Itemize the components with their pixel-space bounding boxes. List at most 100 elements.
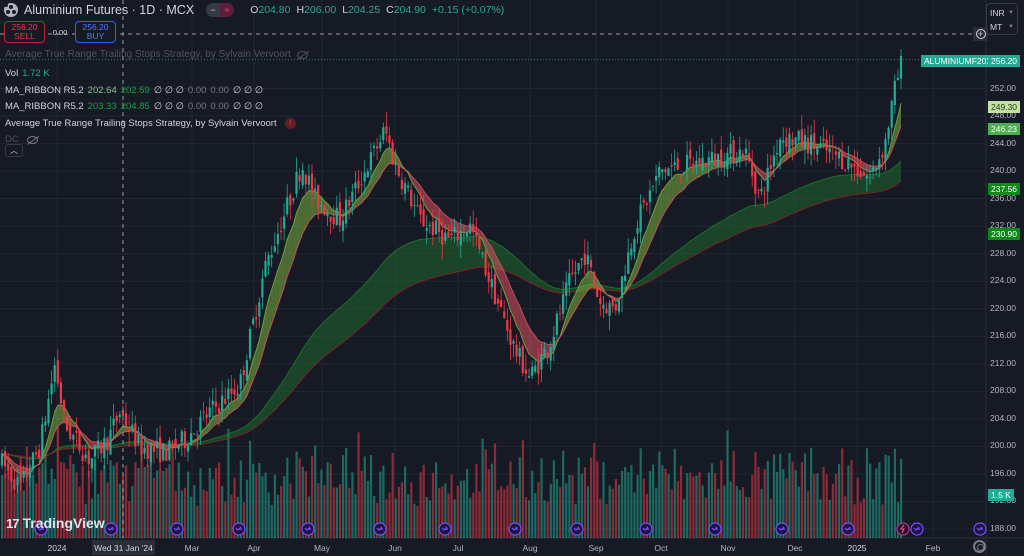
price-tick-label: 220.00: [990, 302, 1016, 313]
price-tick-label: 252.00: [990, 82, 1016, 93]
legend-dc[interactable]: DC: [5, 132, 296, 149]
event-marker-icon[interactable]: [232, 522, 246, 536]
ohlc-change: +0.15 (+0.07%): [431, 4, 505, 16]
event-marker-icon[interactable]: [570, 522, 584, 536]
currency-value: INR: [990, 8, 1005, 18]
ribbon1-label: MA_RIBBON R5.2: [5, 84, 84, 96]
market-status-toggle[interactable]: − ≈: [206, 3, 235, 17]
currency-select[interactable]: INR ▼: [990, 6, 1014, 20]
hidden-strategy-legend[interactable]: Average True Range Trailing Stops Strate…: [5, 49, 308, 60]
event-marker-icon[interactable]: [170, 522, 184, 536]
ohlc-close-value: 204.90: [393, 4, 426, 16]
event-marker-icon[interactable]: [373, 522, 387, 536]
ohlc-open-value: 204.80: [258, 4, 291, 16]
symbol-logo-icon[interactable]: [4, 3, 18, 17]
time-tick-label: Apr: [247, 543, 261, 553]
crosshair-date-label: Wed 31 Jan '24: [92, 540, 155, 555]
volume-tag: 1.5 K: [988, 489, 1014, 501]
ohlc-values: O204.80 H206.00 L204.25 C204.90 +0.15 (+…: [250, 4, 504, 16]
ribbon-fast-bottom-tag: 246.23: [988, 123, 1020, 135]
trade-panel: 256.20 SELL 0.00 256.20 BUY: [4, 21, 116, 43]
time-tick-label: Sep: [588, 543, 604, 553]
warning-icon[interactable]: !: [284, 118, 296, 130]
time-tick-label: 2024: [47, 543, 67, 553]
minus-icon[interactable]: −: [206, 3, 221, 17]
time-tick-label: May: [313, 543, 331, 553]
sell-price: 256.20: [11, 22, 38, 32]
currency-unit-selector[interactable]: INR ▼ MT ▼: [986, 3, 1018, 35]
ribbon1-value-1: 202.64: [87, 84, 117, 96]
eye-off-icon[interactable]: [26, 136, 38, 145]
event-marker-icon[interactable]: [508, 522, 522, 536]
buy-button[interactable]: 256.20 BUY: [75, 21, 116, 43]
sell-label: SELL: [14, 31, 35, 41]
sell-button[interactable]: 256.20 SELL: [4, 21, 45, 43]
time-tick-label: Jun: [388, 543, 402, 553]
atr-label: Average True Range Trailing Stops Strate…: [5, 117, 277, 129]
chevron-down-icon: ▼: [1008, 10, 1014, 16]
event-marker-icon[interactable]: [973, 522, 987, 536]
price-tick-label: 188.00: [990, 522, 1016, 533]
ohlc-open-key: O: [250, 4, 259, 16]
volume-label: Vol: [5, 68, 19, 79]
dc-label: DC: [5, 134, 19, 145]
symbol-name-tag: ALUMINIUMF2025: [921, 55, 999, 67]
event-marker-icon[interactable]: [104, 522, 118, 536]
volume-value: 1.72 K: [22, 68, 50, 79]
ribbon1-na-1: ∅ ∅ ∅: [153, 84, 184, 96]
collapse-legend-button[interactable]: ︿: [5, 144, 23, 157]
price-tick-label: 228.00: [990, 247, 1016, 258]
time-tick-label: Mar: [184, 543, 200, 553]
event-marker-icon[interactable]: [708, 522, 722, 536]
lightning-event-icon[interactable]: [896, 522, 910, 536]
unit-select[interactable]: MT ▼: [990, 20, 1014, 34]
ma-ribbon-slow[interactable]: [1, 160, 902, 460]
legend-volume[interactable]: Vol 1.72 K: [5, 66, 296, 83]
event-marker-icon[interactable]: [775, 522, 789, 536]
time-tick-label: Jul: [452, 543, 464, 553]
tradingview-wordmark: TradingView: [22, 515, 105, 531]
price-tick-label: 196.00: [990, 467, 1016, 478]
legend-ma-ribbon-2[interactable]: MA_RIBBON R5.2 203.33 204.85 ∅ ∅ ∅ 0.00 …: [5, 99, 296, 116]
ribbon1-zero-1: 0.00: [187, 84, 207, 96]
time-tick-label: Aug: [522, 543, 538, 553]
gear-icon[interactable]: [973, 540, 986, 553]
time-tick-label: Oct: [654, 543, 668, 553]
ribbon2-value-1: 203.33: [87, 101, 117, 112]
eye-off-icon[interactable]: [296, 50, 308, 59]
price-tick-label: 236.00: [990, 192, 1016, 203]
ribbon-fast-top-tag: 249.30: [988, 101, 1020, 113]
ohlc-high-key: H: [296, 4, 305, 16]
event-marker-icon[interactable]: [34, 522, 48, 536]
indicator-legend: Vol 1.72 K MA_RIBBON R5.2 202.64 202.59 …: [5, 66, 296, 149]
ribbon2-label: MA_RIBBON R5.2: [5, 101, 84, 112]
event-marker-icon[interactable]: [639, 522, 653, 536]
ribbon-slow-top-tag: 237.56: [988, 183, 1020, 195]
time-tick-label: Nov: [720, 543, 736, 553]
event-marker-icon[interactable]: [301, 522, 315, 536]
price-tick-label: 244.00: [990, 137, 1016, 148]
symbol-header: Aluminium Futures · 1D · MCX − ≈ O204.80…: [4, 3, 504, 17]
price-tick-label: 224.00: [990, 275, 1016, 286]
ribbon2-zero-2: 0.00: [210, 101, 229, 112]
event-marker-icon[interactable]: [438, 522, 452, 536]
unit-value: MT: [990, 22, 1003, 32]
ribbon1-value-2: 202.59: [120, 84, 150, 96]
event-marker-icon[interactable]: [910, 522, 924, 536]
equals-icon[interactable]: ≈: [220, 3, 235, 17]
price-tick-label: 216.00: [990, 330, 1016, 341]
add-alert-button[interactable]: +: [973, 27, 988, 41]
time-tick-label: Dec: [787, 543, 803, 553]
legend-ma-ribbon-1[interactable]: MA_RIBBON R5.2 202.64 202.59 ∅ ∅ ∅ 0.00 …: [5, 83, 296, 100]
legend-atr-strategy[interactable]: Average True Range Trailing Stops Strate…: [5, 116, 296, 133]
plus-icon: +: [975, 29, 986, 39]
ohlc-close-key: C: [386, 4, 394, 16]
event-marker-icon[interactable]: [841, 522, 855, 536]
symbol-title[interactable]: Aluminium Futures · 1D · MCX: [24, 3, 195, 17]
tradingview-logo[interactable]: 17 TradingView: [6, 515, 105, 531]
price-tick-label: 232.00: [990, 220, 1016, 231]
chevron-up-icon: ︿: [10, 146, 18, 155]
time-tick-label: 2025: [847, 543, 867, 553]
ribbon2-value-2: 204.85: [120, 101, 150, 112]
